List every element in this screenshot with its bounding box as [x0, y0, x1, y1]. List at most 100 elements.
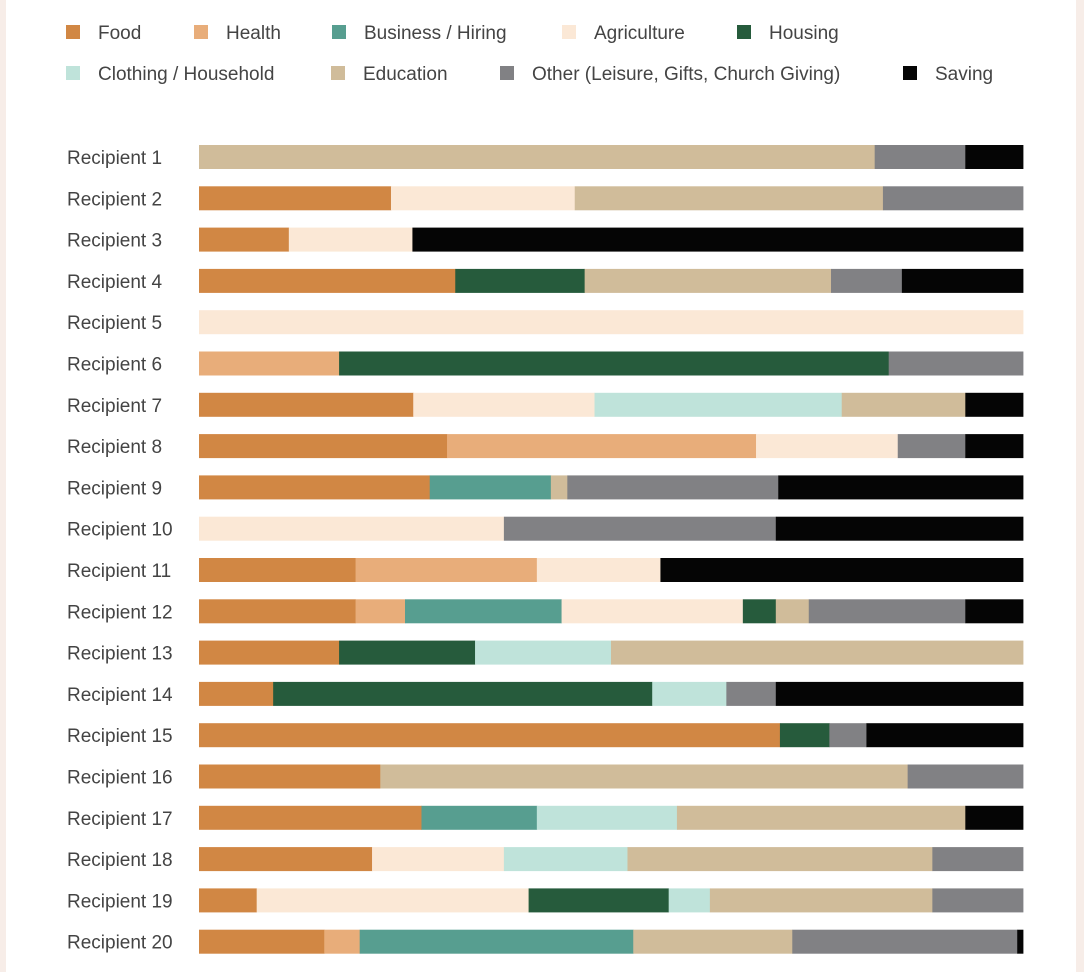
bar-segment-housing [339, 640, 476, 665]
bar-row-recipient-3 [199, 227, 1024, 252]
legend-item-clothing-household: Clothing / Household [66, 64, 274, 85]
legend-label-housing: Housing [769, 23, 839, 44]
bar-row-recipient-20 [199, 929, 1024, 954]
bar-segment-food [199, 640, 340, 665]
bar-segment-agriculture [199, 516, 505, 541]
bar-segment-business-hiring [359, 929, 634, 954]
legend-item-health: Health [194, 23, 281, 44]
legend-item-saving: Saving [903, 64, 993, 85]
bar-segment-agriculture [390, 186, 576, 211]
category-label: Recipient 10 [67, 520, 173, 541]
bar-segment-saving [965, 392, 1024, 417]
bar-segment-clothing-household [594, 392, 843, 417]
chart-frame: Food Health Business / Hiring Agriculture Ho… [6, 0, 1076, 972]
legend-item-food: Food [66, 23, 141, 44]
bar-segment-other-leisure-gifts-church-giving [932, 847, 1024, 872]
bar-segment-education [199, 145, 876, 169]
bar-segment-food [199, 392, 414, 417]
bar-segment-business-hiring [405, 599, 562, 624]
legend-label-clothing-household: Clothing / Household [98, 64, 274, 85]
category-label: Recipient 11 [67, 561, 171, 582]
bar-segment-other-leisure-gifts-church-giving [831, 268, 903, 293]
bar-segment-saving [901, 268, 1024, 293]
bar-segment-saving [412, 227, 1024, 252]
legend-swatch-other-leisure-gifts-church-giving [500, 66, 514, 80]
legend-label-agriculture: Agriculture [594, 23, 685, 44]
bar-segment-housing [528, 888, 670, 913]
bar-segment-clothing-household [668, 888, 711, 913]
bar-segment-education [676, 805, 966, 830]
category-label: Recipient 18 [67, 850, 173, 871]
legend-swatch-agriculture [562, 25, 576, 39]
category-label: Recipient 14 [67, 685, 173, 706]
bar-segment-health [199, 351, 340, 376]
bar-segment-saving [1017, 929, 1024, 954]
bars [199, 145, 1024, 954]
bar-segment-saving [965, 434, 1024, 459]
bar-segment-agriculture [561, 599, 744, 624]
bar-segment-clothing-household [536, 805, 678, 830]
bar-segment-food [199, 434, 448, 459]
legend-label-food: Food [98, 23, 141, 44]
legend-item-housing: Housing [737, 23, 839, 44]
bar-segment-health [447, 434, 757, 459]
bar-segment-education [380, 764, 909, 789]
bar-segment-other-leisure-gifts-church-giving [808, 599, 966, 624]
bar-segment-agriculture [536, 558, 661, 582]
bar-segment-food [199, 847, 373, 872]
bar-segment-food [199, 186, 392, 211]
bar-row-recipient-15 [199, 723, 1024, 748]
bar-segment-housing [455, 268, 586, 293]
category-label: Recipient 20 [67, 933, 173, 954]
bar-segment-saving [775, 681, 1024, 706]
bar-row-recipient-18 [199, 847, 1024, 872]
bar-row-recipient-2 [199, 186, 1024, 211]
bar-segment-housing [742, 599, 777, 624]
bar-segment-saving [866, 723, 1024, 748]
bar-segment-education [627, 847, 933, 872]
category-label: Recipient 16 [67, 768, 173, 789]
bar-segment-agriculture [199, 310, 1024, 335]
category-label: Recipient 1 [67, 148, 162, 169]
legend-label-education: Education [363, 64, 448, 85]
bar-row-recipient-16 [199, 764, 1024, 789]
bar-segment-education [574, 186, 884, 211]
legend-item-business-hiring: Business / Hiring [332, 23, 507, 44]
bar-row-recipient-9 [199, 475, 1024, 500]
bar-segment-other-leisure-gifts-church-giving [907, 764, 1024, 789]
bar-segment-other-leisure-gifts-church-giving [829, 723, 867, 748]
bar-segment-agriculture [256, 888, 529, 913]
bar-segment-education [633, 929, 793, 954]
legend-swatch-clothing-household [66, 66, 80, 80]
bar-segment-housing [273, 681, 653, 706]
bar-segment-housing [339, 351, 890, 376]
bar-row-recipient-8 [199, 434, 1024, 459]
bar-segment-housing [779, 723, 830, 748]
bar-segment-saving [660, 558, 1024, 582]
bar-segment-saving [778, 475, 1024, 500]
category-label: Recipient 9 [67, 478, 162, 499]
bar-row-recipient-11 [199, 558, 1024, 582]
category-label: Recipient 17 [67, 809, 173, 830]
bar-row-recipient-7 [199, 392, 1024, 417]
bar-segment-food [199, 805, 422, 830]
bar-segment-other-leisure-gifts-church-giving [503, 516, 777, 541]
bar-segment-education [550, 475, 568, 500]
legend-item-other-leisure-gifts-church-giving: Other (Leisure, Gifts, Church Giving) [500, 64, 840, 85]
bar-segment-food [199, 475, 431, 500]
bar-segment-food [199, 888, 258, 913]
bar-segment-education [709, 888, 933, 913]
category-label: Recipient 6 [67, 355, 162, 376]
legend-swatch-saving [903, 66, 917, 80]
category-label: Recipient 7 [67, 396, 162, 417]
bar-segment-business-hiring [421, 805, 538, 830]
category-labels: Recipient 1 Recipient 2 Recipient 3 Recipie… [67, 148, 173, 954]
bar-segment-agriculture [288, 227, 413, 252]
category-label: Recipient 12 [67, 602, 173, 623]
stacked-bar-chart: Food Health Business / Hiring Agriculture Ho… [66, 23, 1024, 954]
bar-segment-food [199, 268, 456, 293]
bar-segment-other-leisure-gifts-church-giving [726, 681, 777, 706]
bar-segment-clothing-household [475, 640, 612, 665]
category-label: Recipient 19 [67, 891, 173, 912]
bar-row-recipient-10 [199, 516, 1024, 541]
